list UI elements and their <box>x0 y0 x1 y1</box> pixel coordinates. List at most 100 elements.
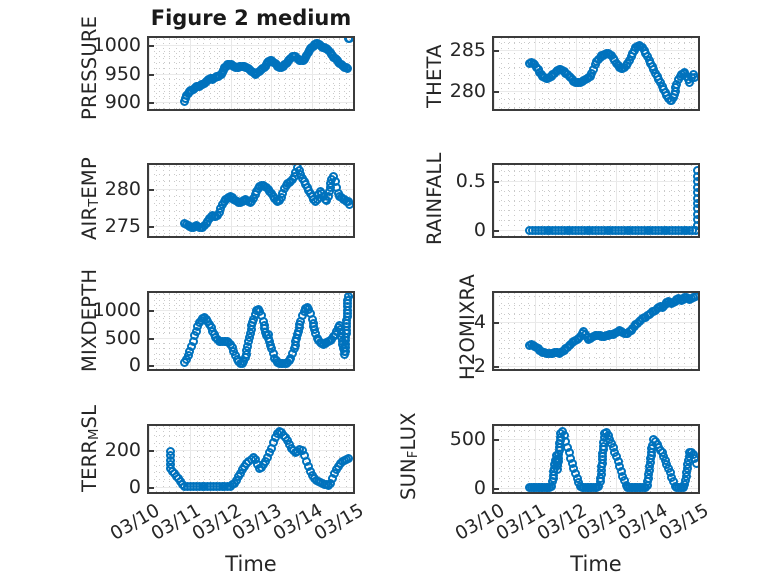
data-series-terr_msl <box>149 426 353 492</box>
y-tick-label: 1000 <box>92 299 141 322</box>
grid-minor-vertical <box>176 165 178 236</box>
grid-minor-vertical <box>217 426 218 492</box>
grid-minor-horizontal <box>494 449 698 451</box>
grid-minor-horizontal <box>149 479 353 481</box>
grid-minor-horizontal <box>494 42 698 44</box>
grid-major-vertical <box>575 165 577 236</box>
grid-minor-vertical <box>596 38 597 109</box>
grid-minor-vertical <box>305 165 307 236</box>
grid-minor-vertical <box>203 293 205 369</box>
grid-minor-horizontal <box>494 170 698 172</box>
grid-major-vertical <box>189 426 191 492</box>
grid-minor-horizontal <box>494 200 698 202</box>
grid-minor-horizontal <box>149 173 353 175</box>
grid-minor-vertical <box>210 165 212 236</box>
data-series-pressure <box>149 38 353 109</box>
grid-major-horizontal <box>149 102 353 104</box>
grid-minor-horizontal <box>149 233 353 235</box>
grid-minor-horizontal <box>149 50 353 52</box>
grid-major-vertical <box>698 293 699 369</box>
grid-minor-vertical <box>630 38 631 109</box>
y-tick-label: 0 <box>128 475 141 498</box>
grid-major-vertical <box>494 293 495 369</box>
grid-minor-horizontal <box>494 210 698 212</box>
grid-minor-vertical <box>223 293 225 369</box>
grid-minor-horizontal <box>149 472 353 474</box>
grid-minor-vertical <box>325 426 327 492</box>
grid-major-vertical <box>494 165 495 236</box>
grid-major-vertical <box>534 293 536 369</box>
grid-major-vertical <box>271 426 273 492</box>
grid-minor-horizontal <box>494 348 698 350</box>
grid-minor-horizontal <box>494 190 698 192</box>
axis-label-time-right: Time <box>570 552 622 576</box>
grid-minor-horizontal <box>494 304 698 306</box>
y-tick-mark <box>149 73 154 76</box>
grid-minor-vertical <box>183 293 184 369</box>
grid-major-vertical <box>534 426 536 492</box>
grid-minor-vertical <box>298 426 300 492</box>
y-tick-mark <box>149 449 154 452</box>
grid-minor-vertical <box>223 426 225 492</box>
axis-label-sun-flux-tail: LUX <box>397 412 420 451</box>
grid-minor-horizontal <box>149 299 353 301</box>
grid-minor-vertical <box>291 426 293 492</box>
grid-major-vertical <box>534 165 536 236</box>
plot-area-rainfall <box>492 163 700 238</box>
grid-minor-vertical <box>507 38 509 109</box>
grid-minor-vertical <box>278 293 280 369</box>
grid-major-vertical <box>149 426 150 492</box>
y-tick-label: 900 <box>104 91 141 114</box>
grid-minor-horizontal <box>149 84 353 86</box>
grid-major-vertical <box>230 293 232 369</box>
data-point <box>345 38 353 43</box>
grid-minor-vertical <box>664 38 665 109</box>
grid-major-horizontal <box>494 439 698 441</box>
grid-minor-vertical <box>183 426 184 492</box>
grid-minor-vertical <box>217 165 218 236</box>
grid-major-vertical <box>575 426 577 492</box>
data-point <box>690 73 698 83</box>
plot-area-theta <box>492 36 700 111</box>
grid-major-vertical <box>657 165 659 236</box>
y-tick-mark <box>149 364 154 367</box>
grid-minor-vertical <box>298 165 300 236</box>
grid-minor-vertical <box>305 293 307 369</box>
grid-minor-vertical <box>291 293 293 369</box>
grid-minor-horizontal <box>494 220 698 222</box>
grid-minor-horizontal <box>494 458 698 460</box>
axis-label-time-left: Time <box>225 552 277 576</box>
grid-minor-horizontal <box>494 99 698 101</box>
grid-major-horizontal <box>149 449 353 451</box>
y-tick-mark <box>149 337 154 340</box>
y-tick-mark <box>494 487 499 490</box>
grid-minor-vertical <box>183 165 184 236</box>
grid-minor-horizontal <box>494 313 698 315</box>
grid-major-vertical <box>353 426 354 492</box>
grid-minor-horizontal <box>494 82 698 84</box>
grid-minor-vertical <box>169 293 171 369</box>
y-tick-label: 275 <box>104 214 141 237</box>
grid-minor-vertical <box>244 293 246 369</box>
grid-minor-horizontal <box>149 353 353 355</box>
y-tick-mark <box>494 230 499 233</box>
grid-minor-vertical <box>609 38 611 109</box>
data-point <box>345 199 353 209</box>
grid-minor-vertical <box>155 426 157 492</box>
grid-major-vertical <box>698 426 699 492</box>
grid-major-vertical <box>616 165 618 236</box>
grid-minor-horizontal <box>149 359 353 361</box>
grid-minor-vertical <box>582 38 584 109</box>
grid-major-vertical <box>353 38 354 109</box>
grid-major-vertical <box>657 293 659 369</box>
grid-minor-vertical <box>210 426 212 492</box>
axis-label-air-temp-sub: T <box>87 198 102 207</box>
data-point <box>691 293 698 301</box>
grid-minor-horizontal <box>149 427 353 429</box>
grid-major-vertical <box>149 293 150 369</box>
y-tick-label: 0 <box>128 353 141 376</box>
grid-minor-horizontal <box>149 435 353 437</box>
y-tick-mark <box>149 225 154 228</box>
grid-minor-horizontal <box>149 107 353 109</box>
grid-major-horizontal <box>494 365 698 367</box>
